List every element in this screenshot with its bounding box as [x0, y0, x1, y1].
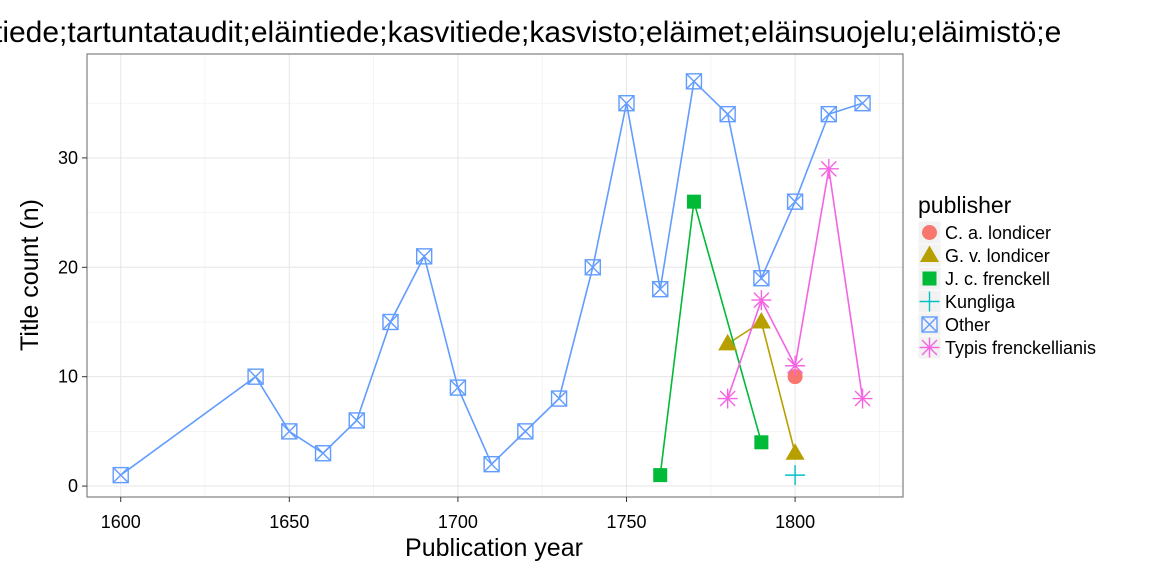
legend-key-kungliga — [919, 291, 940, 312]
grid-major — [87, 54, 903, 497]
data-point-other — [685, 73, 703, 90]
y-tick-label: 10 — [58, 367, 78, 387]
data-point-other — [719, 105, 736, 123]
data-point-other — [854, 95, 871, 112]
plot-background — [87, 54, 903, 497]
x-tick-label: 1700 — [438, 512, 478, 532]
legend-key-c-a-londicer — [922, 225, 937, 240]
x-axis-title: Publication year — [405, 534, 583, 562]
data-point-j-c-frenckell — [653, 468, 668, 483]
data-point-c-a-londicer — [787, 369, 803, 385]
x-tick-label: 1750 — [606, 512, 646, 532]
data-point-other — [483, 455, 500, 473]
legend-title: publisher — [918, 192, 1012, 218]
data-point-typis-frenckellianis — [785, 355, 806, 376]
data-point-other — [652, 280, 669, 298]
data-point-other — [584, 259, 601, 276]
data-point-other — [415, 248, 433, 265]
x-tick-label: 1650 — [269, 512, 309, 532]
data-point-other — [550, 390, 568, 407]
y-axis-title: Title count (n) — [16, 199, 44, 351]
data-point-other — [618, 95, 635, 112]
data-point-other — [281, 423, 298, 440]
data-point-other — [753, 270, 770, 287]
plot-border — [86, 53, 904, 498]
legend-key-g-v-londicer — [920, 245, 939, 262]
legend-label-typis-frenckellianis: Typis frenckellianis — [945, 338, 1096, 358]
data-point-g-v-londicer — [785, 443, 805, 460]
legend-label-g-v-londicer: G. v. londicer — [945, 246, 1050, 266]
legend-key-j-c-frenckell — [922, 271, 937, 286]
data-point-other — [449, 379, 467, 396]
data-point-other — [382, 313, 399, 331]
data-point-typis-frenckellianis — [717, 388, 738, 409]
data-point-typis-frenckellianis — [852, 388, 873, 409]
data-point-other — [517, 423, 534, 440]
x-tick-label: 1800 — [775, 512, 815, 532]
data-point-other — [348, 412, 365, 429]
legend: publisher C. a. londicer G. v. londicer J.… — [917, 192, 1096, 360]
y-tick-label: 30 — [58, 148, 78, 168]
grid-minor — [87, 54, 903, 497]
data-point-kungliga — [785, 465, 806, 486]
data-point-j-c-frenckell — [754, 435, 769, 450]
y-tick-label: 20 — [58, 257, 78, 277]
data-point-other — [786, 193, 804, 210]
series-points — [112, 73, 873, 486]
data-point-g-v-londicer — [751, 311, 771, 329]
legend-key-typis-frenckellianis — [919, 337, 940, 358]
data-point-other — [247, 368, 264, 385]
y-axis: 0 10 20 30 — [58, 148, 87, 496]
chart-title: tiede;tartuntataudit;eläintiede;kasvitie… — [0, 16, 1061, 49]
legend-key-other — [921, 316, 938, 333]
data-point-other — [314, 445, 332, 462]
data-point-other — [820, 105, 838, 123]
legend-label-kungliga: Kungliga — [945, 292, 1016, 312]
legend-label-c-a-londicer: C. a. londicer — [945, 223, 1051, 243]
data-point-j-c-frenckell — [686, 194, 701, 209]
data-point-typis-frenckellianis — [818, 158, 839, 179]
legend-label-other: Other — [945, 315, 990, 335]
legend-label-j-c-frenckell: J. c. frenckell — [945, 269, 1050, 289]
data-point-typis-frenckellianis — [751, 290, 772, 311]
data-point-other — [112, 466, 129, 484]
y-tick-label: 0 — [68, 476, 78, 496]
x-tick-label: 1600 — [101, 512, 141, 532]
x-axis: 1600 1650 1700 1750 1800 — [101, 497, 815, 532]
data-point-g-v-londicer — [718, 333, 738, 351]
